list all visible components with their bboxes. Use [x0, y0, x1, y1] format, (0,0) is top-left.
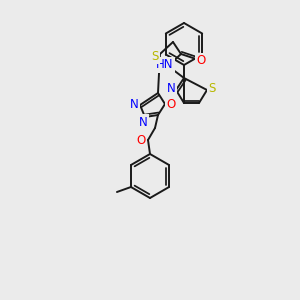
Text: S: S: [151, 50, 159, 62]
Text: O: O: [167, 98, 176, 110]
Text: N: N: [167, 82, 176, 95]
Text: N: N: [130, 98, 138, 110]
Text: S: S: [208, 82, 216, 95]
Text: O: O: [196, 55, 206, 68]
Text: O: O: [136, 134, 146, 148]
Text: HN: HN: [156, 58, 174, 71]
Text: N: N: [139, 116, 147, 128]
